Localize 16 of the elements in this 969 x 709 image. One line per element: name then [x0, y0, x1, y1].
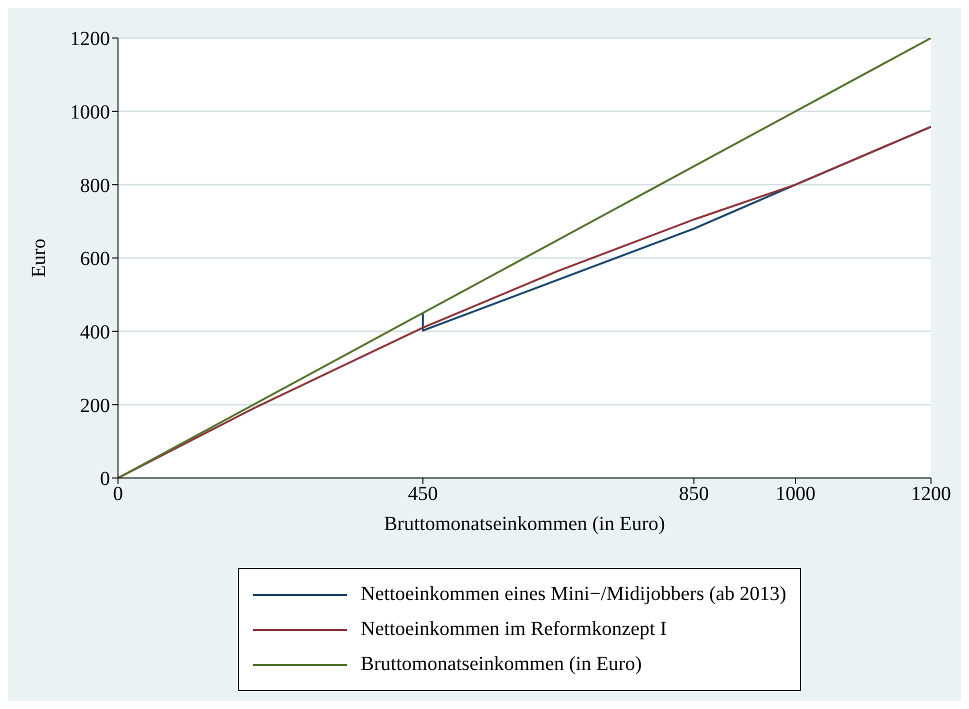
y-tick-label: 600 [80, 248, 110, 270]
x-tick-label: 1000 [776, 483, 816, 506]
y-tick-label: 800 [80, 174, 110, 197]
legend-label: Bruttomonatseinkommen (in Euro) [360, 652, 642, 677]
y-tick-label: 1200 [70, 28, 110, 50]
x-tick-label: 450 [408, 483, 438, 506]
x-tick-label: 850 [678, 483, 709, 506]
y-tick-label: 400 [80, 321, 110, 344]
x-tick-label: 1200 [911, 483, 951, 506]
x-axis-title: Bruttomonatseinkommen (in Euro) [384, 513, 666, 535]
y-axis-title: Euro [28, 238, 50, 278]
legend-label: Nettoeinkommen im Reformkonzept I [360, 617, 667, 642]
y-tick-label: 200 [80, 394, 110, 417]
legend-label: Nettoeinkommen eines Mini−/Midijobbers (ab 2013) [360, 582, 786, 607]
y-tick-label: 1000 [70, 101, 110, 124]
y-tick-label: 0 [100, 468, 110, 490]
